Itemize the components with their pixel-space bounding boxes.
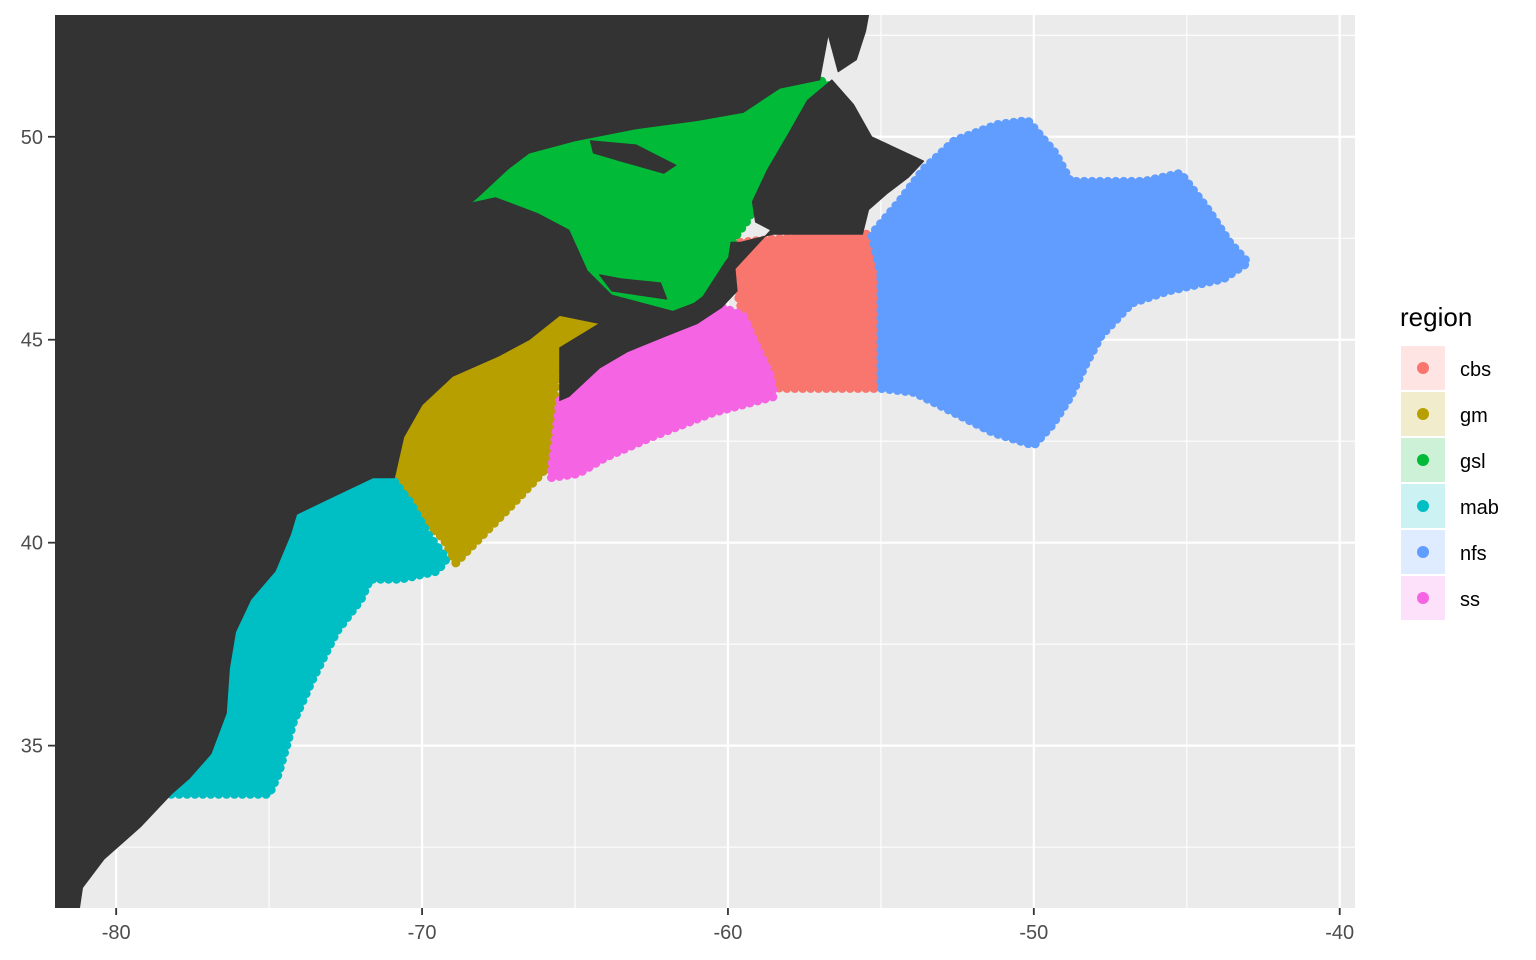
y-tick-label: 45: [21, 330, 43, 352]
legend-item-mab: mab: [1401, 484, 1499, 528]
x-tick-label: -80: [102, 922, 131, 944]
legend-label: mab: [1460, 497, 1499, 519]
legend-key-dot: [1417, 408, 1429, 420]
legend-label: cbs: [1460, 359, 1491, 381]
legend: region cbs gm gsl mab nfs ss: [1400, 302, 1499, 620]
land-polygon: [589, 140, 677, 174]
land-polygon: [687, 79, 925, 320]
legend-key-dot: [1417, 546, 1429, 558]
legend-label: nfs: [1460, 543, 1487, 565]
region-nfs: [867, 116, 1253, 450]
legend-title: region: [1400, 302, 1472, 332]
legend-items: cbs gm gsl mab nfs ss: [1401, 346, 1499, 620]
land-layer: [55, 15, 925, 908]
land-polygon: [55, 15, 741, 908]
land-polygon: [599, 274, 668, 300]
x-tick-label: -70: [408, 922, 437, 944]
legend-item-cbs: cbs: [1401, 346, 1491, 390]
legend-key-dot: [1417, 592, 1429, 604]
legend-item-gm: gm: [1401, 392, 1488, 436]
x-tick-label: -40: [1325, 922, 1354, 944]
legend-label: gsl: [1460, 451, 1486, 473]
legend-item-ss: ss: [1401, 576, 1480, 620]
legend-key-dot: [1417, 454, 1429, 466]
y-tick-label: 50: [21, 127, 43, 149]
x-axis: -80 -70 -60 -50 -40: [102, 908, 1354, 944]
x-tick-label: -50: [1019, 922, 1048, 944]
legend-item-nfs: nfs: [1401, 530, 1487, 574]
legend-label: ss: [1460, 589, 1480, 611]
legend-key-dot: [1417, 500, 1429, 512]
y-tick-label: 35: [21, 736, 43, 758]
y-tick-label: 40: [21, 533, 43, 555]
legend-label: gm: [1460, 405, 1488, 427]
y-axis: 35 40 45 50: [21, 127, 55, 758]
legend-key-dot: [1417, 362, 1429, 374]
legend-item-gsl: gsl: [1401, 438, 1486, 482]
land-polygon: [822, 15, 870, 73]
x-tick-label: -60: [713, 922, 742, 944]
